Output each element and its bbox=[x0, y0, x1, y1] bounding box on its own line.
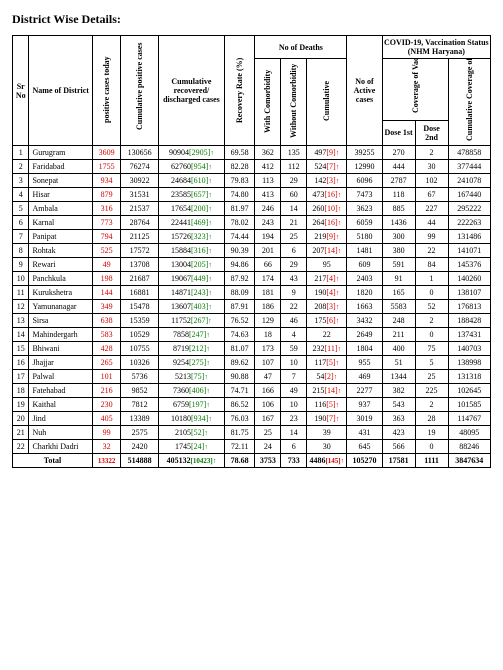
table-row: 13Sirsa6381535911752[267]↑76.5212946175[… bbox=[13, 314, 491, 328]
table-row: 16Jhajjar265103269254[275]↑89.6210710117… bbox=[13, 356, 491, 370]
table-row: 22Charkhi Dadri3224201745[24]↑72.1124630… bbox=[13, 440, 491, 454]
table-row: 12Yamunanagar3491547813607[403]↑87.91186… bbox=[13, 300, 491, 314]
total-cumd: 4486[145]↑ bbox=[307, 454, 347, 468]
table-row: 6Karnal7732876422441[469]↑78.0224321264[… bbox=[13, 216, 491, 230]
total-cumpos: 514888 bbox=[121, 454, 159, 468]
table-row: 15Bhiwani428107558719[212]↑81.0717359232… bbox=[13, 342, 491, 356]
total-d1: 17581 bbox=[382, 454, 415, 468]
total-today: 13322 bbox=[93, 454, 121, 468]
table-row: 5Ambala3162153717654[200]↑81.9724614260[… bbox=[13, 202, 491, 216]
table-row: 18Fatehabad21698527360[406]↑74.711664921… bbox=[13, 384, 491, 398]
table-row: 14Mahindergarh583105297858[247]↑74.63184… bbox=[13, 328, 491, 342]
total-label: Total bbox=[13, 454, 93, 468]
total-d2: 1111 bbox=[415, 454, 448, 468]
table-row: 10Panchkula1982168719067[449]↑87.9217443… bbox=[13, 272, 491, 286]
total-recov: 405132[10423]↑ bbox=[158, 454, 224, 468]
table-row: 2Faridabad17557627462760[954]↑82.2841211… bbox=[13, 160, 491, 174]
total-wcm: 3753 bbox=[255, 454, 281, 468]
table-row: 7Panipat7942112515726[323]↑74.4419425219… bbox=[13, 230, 491, 244]
total-wocm: 733 bbox=[281, 454, 307, 468]
table-row: 20Jind4051338910180[934]↑76.0316723190[7… bbox=[13, 412, 491, 426]
page-title: District Wise Details: bbox=[12, 12, 491, 27]
total-active: 105270 bbox=[347, 454, 382, 468]
district-table: Sr NoName of Districtpositive cases toda… bbox=[12, 35, 491, 468]
table-row: 9Rewari491370813004[205]↑94.866629956095… bbox=[13, 258, 491, 272]
table-row: 1Gurugram360913065690904[2905]↑69.583621… bbox=[13, 146, 491, 160]
table-row: 4Hisar8793153123585[657]↑74.8041360473[1… bbox=[13, 188, 491, 202]
table-row: 17Palwal10157365213[75]↑90.8847754[2]↑46… bbox=[13, 370, 491, 384]
total-cumvac: 3847634 bbox=[448, 454, 490, 468]
table-row: 8Rohtak5251757215884[316]↑90.392016207[1… bbox=[13, 244, 491, 258]
table-row: 3Sonepat9343092224684[610]↑79.8311329142… bbox=[13, 174, 491, 188]
total-row: Total 13322 514888 405132[10423]↑ 78.68 … bbox=[13, 454, 491, 468]
table-row: 11Kurukshetra1441688114871[243]↑88.09181… bbox=[13, 286, 491, 300]
table-row: 21Nuh9925752105[52]↑81.75251439431423194… bbox=[13, 426, 491, 440]
total-rate: 78.68 bbox=[224, 454, 255, 468]
table-row: 19Kaithal23078126759[197]↑86.5210610116[… bbox=[13, 398, 491, 412]
